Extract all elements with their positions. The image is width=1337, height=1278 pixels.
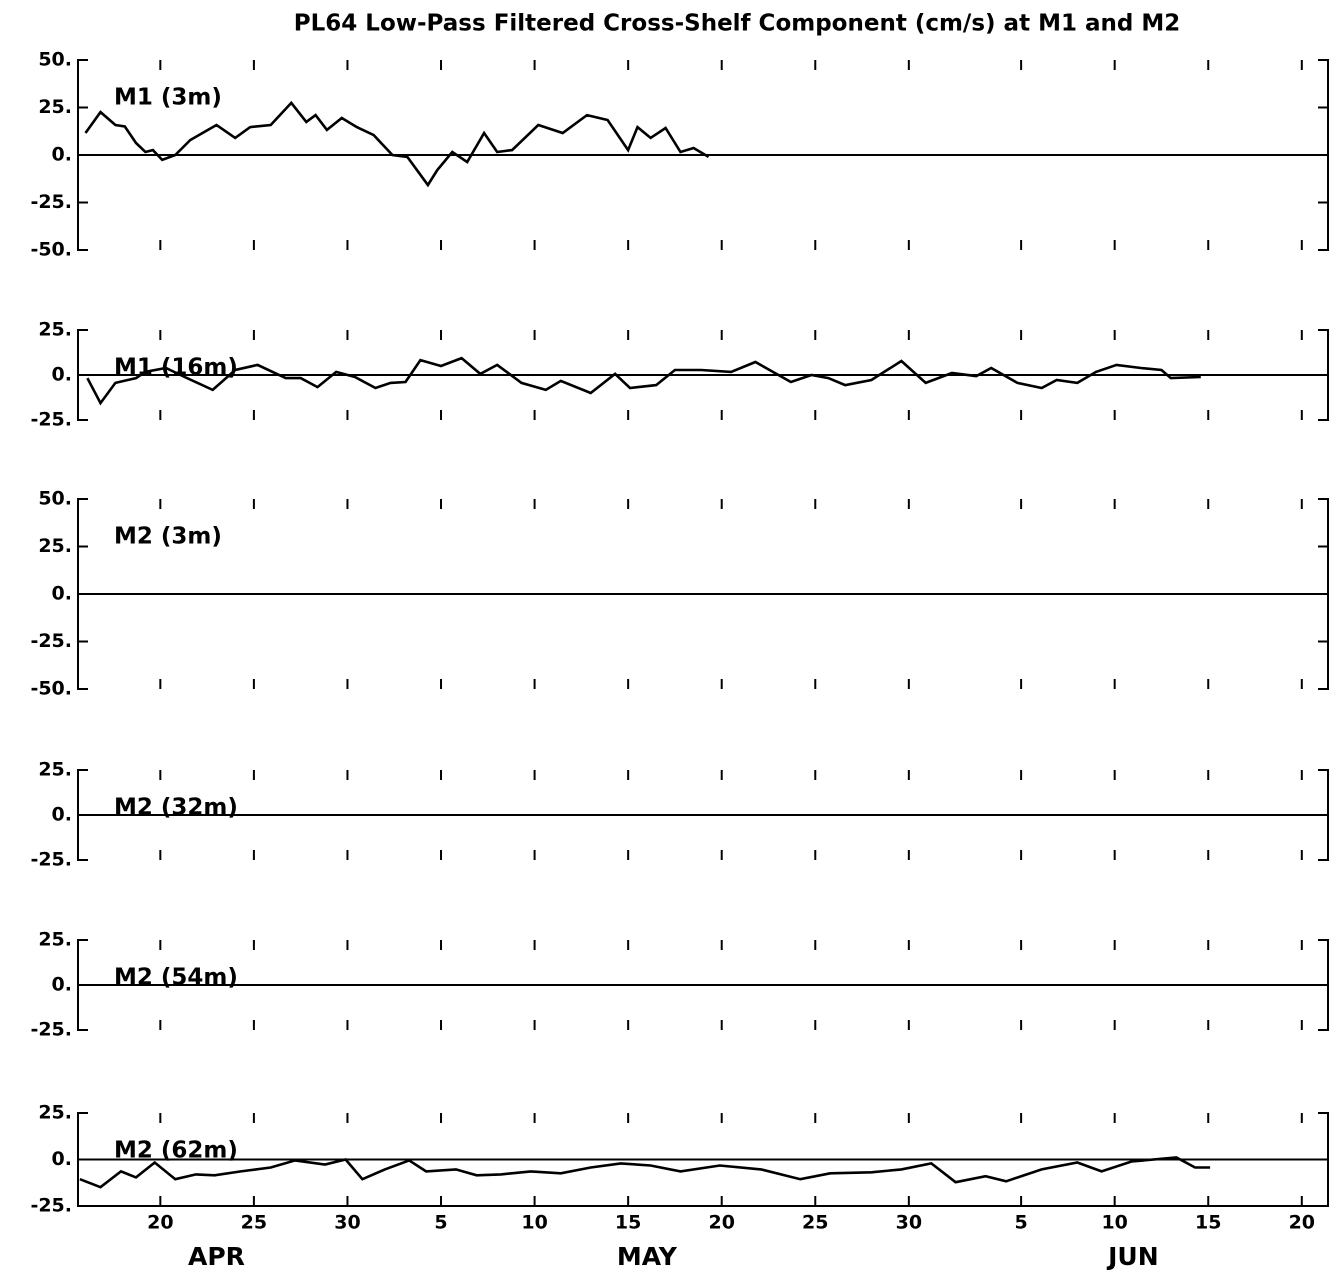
data-line [84,100,710,188]
panel-label: M1 (3m) [114,85,222,111]
y-tick-label: -25. [30,849,72,871]
panel-label: M2 (54m) [114,965,238,991]
x-tick-label: 15 [1195,1212,1221,1234]
x-tick-label: 20 [147,1212,173,1234]
data-line [79,1156,1211,1189]
y-tick-label: 0. [52,364,72,386]
month-label: APR [188,1242,245,1271]
y-tick-label: 25. [38,96,72,118]
y-tick-label: -25. [30,191,72,213]
chart-title: PL64 Low-Pass Filtered Cross-Shelf Compo… [294,11,1180,37]
month-label: MAY [617,1242,678,1271]
panel-label: M2 (32m) [114,795,238,821]
y-tick-label: -25. [30,409,72,431]
y-tick-label: -25. [30,1195,72,1217]
y-tick-label: -50. [30,239,72,261]
panel-label: M1 (16m) [114,355,238,381]
y-tick-label: 0. [52,804,72,826]
y-tick-label: 0. [52,1148,72,1170]
x-tick-label: 25 [802,1212,828,1234]
x-tick-label: 5 [1014,1212,1027,1234]
data-line [86,356,1201,406]
y-tick-label: 25. [38,929,72,951]
x-tick-label: 10 [521,1212,547,1234]
x-tick-label: 30 [334,1212,360,1234]
y-tick-label: -25. [30,1019,72,1041]
y-tick-label: 25. [38,319,72,341]
y-tick-label: 50. [38,49,72,71]
panel-label: M2 (62m) [114,1138,238,1164]
x-tick-label: 20 [1289,1212,1315,1234]
panel-label: M2 (3m) [114,524,222,550]
y-tick-label: 0. [52,974,72,996]
y-tick-label: 0. [52,583,72,605]
y-tick-label: 0. [52,144,72,166]
x-tick-label: 20 [708,1212,734,1234]
y-tick-label: 25. [38,535,72,557]
y-tick-label: 25. [38,759,72,781]
x-tick-label: 25 [241,1212,267,1234]
x-tick-label: 10 [1101,1212,1127,1234]
y-tick-label: 25. [38,1102,72,1124]
y-tick-label: -25. [30,630,72,652]
x-tick-label: 30 [896,1212,922,1234]
y-tick-label: 50. [38,488,72,510]
x-tick-label: 5 [434,1212,447,1234]
month-label: JUN [1106,1242,1159,1271]
x-tick-label: 15 [615,1212,641,1234]
y-tick-label: -50. [30,678,72,700]
